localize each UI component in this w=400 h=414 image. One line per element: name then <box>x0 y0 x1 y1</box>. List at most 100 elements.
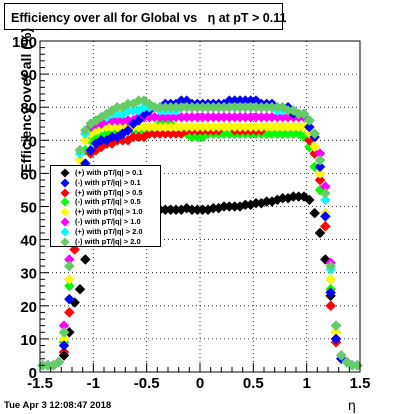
y-tick-label: 20 <box>20 299 37 316</box>
data-point <box>314 154 326 166</box>
y-tick-label: 30 <box>20 266 37 283</box>
series-7 <box>37 95 363 371</box>
data-point <box>314 174 326 186</box>
data-point <box>314 168 326 179</box>
data-point <box>319 211 331 222</box>
y-tick-label: 60 <box>20 166 37 183</box>
data-point <box>79 254 91 265</box>
x-tick-label: -1.5 <box>27 375 53 392</box>
x-tick-label: 0.5 <box>243 375 264 392</box>
data-point <box>79 134 91 146</box>
y-tick-label: 10 <box>20 332 37 349</box>
legend-marker-shape <box>60 197 70 207</box>
data-point <box>74 144 86 156</box>
legend-marker <box>60 168 70 178</box>
legend-entry: (+) with pT/|q| > 0.5 <box>51 187 161 198</box>
data-point <box>58 326 70 338</box>
legend-marker <box>60 227 70 237</box>
legend-entry: (-) with pT/|q| > 1.0 <box>51 217 161 227</box>
legend-marker-shape <box>60 237 70 247</box>
legend-label: (-) with pT/|q| > 0.5 <box>75 197 141 207</box>
y-tick-label: 70 <box>20 133 37 150</box>
data-point <box>330 333 342 345</box>
legend-marker <box>60 178 70 188</box>
data-point <box>319 221 331 232</box>
y-tick-label: 50 <box>20 200 37 217</box>
legend-marker <box>60 217 70 227</box>
data-point <box>63 293 75 305</box>
x-tick-label: 0 <box>196 375 204 392</box>
legend-marker-shape <box>60 207 70 217</box>
y-tick-label: 100 <box>12 34 37 51</box>
data-point <box>69 244 81 255</box>
y-tick-label: 0 <box>29 365 37 382</box>
data-point <box>341 356 353 368</box>
data-point <box>63 273 75 285</box>
legend-entry: (+) with pT/|q| > 1.0 <box>51 207 161 217</box>
data-point <box>122 125 134 136</box>
data-point <box>325 260 337 272</box>
legend-marker-shape <box>60 178 70 188</box>
data-point <box>319 194 331 206</box>
legend: (+) with pT/|q| > 0.1 (-) with pT/|q| > 0… <box>50 165 161 247</box>
legend-label: (-) with pT/|q| > 2.0 <box>75 236 141 246</box>
x-tick-label: 1 <box>302 375 310 392</box>
data-point <box>309 141 321 153</box>
data-point <box>303 194 315 206</box>
legend-entry: (-) with pT/|q| > 0.5 <box>51 197 161 207</box>
data-point <box>298 108 310 120</box>
legend-label: (+) with pT/|q| > 2.0 <box>75 226 143 236</box>
legend-marker-shape <box>60 168 70 178</box>
legend-entry: (+) with pT/|q| > 0.1 <box>51 168 161 178</box>
legend-entry: (-) with pT/|q| > 0.1 <box>51 177 161 188</box>
data-point <box>314 227 326 239</box>
x-tick-label: 1.5 <box>350 375 371 392</box>
data-point <box>277 101 289 113</box>
data-point <box>74 283 86 295</box>
x-tick-label: -0.5 <box>134 375 160 392</box>
legend-marker <box>60 207 70 217</box>
data-point <box>79 125 91 136</box>
data-point <box>58 350 70 361</box>
legend-entry: (-) with pT/|q| > 2.0 <box>51 236 161 247</box>
timestamp: Tue Apr 3 12:08:47 2018 <box>4 400 112 411</box>
x-tick-label: -1 <box>87 375 100 392</box>
legend-label: (+) with pT/|q| > 0.1 <box>75 168 143 177</box>
data-point <box>63 260 75 272</box>
data-point <box>53 356 65 368</box>
legend-marker <box>60 197 70 207</box>
data-point <box>303 115 315 126</box>
data-point <box>330 320 342 332</box>
data-point <box>63 307 75 318</box>
data-point <box>325 273 337 285</box>
legend-entry: (+) with pT/|q| > 2.0 <box>51 226 161 237</box>
data-point <box>325 287 337 298</box>
data-point <box>309 207 321 219</box>
chart-title-box: Efficiency over all for Global vs η at p… <box>4 3 287 30</box>
chart-title: Efficiency over all for Global vs η at p… <box>11 11 287 25</box>
y-tick-label: 40 <box>20 233 37 250</box>
legend-label: (-) with pT/|q| > 1.0 <box>75 217 141 226</box>
data-point <box>325 300 337 312</box>
data-point <box>58 340 70 351</box>
y-axis-title: Efficiency over all (%) <box>18 28 34 173</box>
data-point <box>309 128 321 140</box>
axis-ticks: 0 10 20 30 40 50 60 70 80 90 100 -1.5 -1 -0.5 0 0.5 1 1.5 <box>12 34 370 392</box>
y-tick-label: 90 <box>20 67 37 84</box>
data-point <box>335 350 347 361</box>
legend-marker <box>60 237 70 247</box>
x-axis-title: η <box>348 397 356 413</box>
legend-label: (-) with pT/|q| > 0.1 <box>75 177 141 187</box>
data-point <box>314 161 326 173</box>
y-tick-label: 80 <box>20 100 37 117</box>
legend-marker-shape <box>60 217 70 227</box>
data-point <box>293 128 305 140</box>
data-point <box>319 187 331 199</box>
legend-label: (+) with pT/|q| > 1.0 <box>75 207 143 217</box>
data-point <box>85 144 97 156</box>
legend-marker-shape <box>60 188 70 198</box>
legend-marker-shape <box>60 227 70 237</box>
legend-label: (+) with pT/|q| > 0.5 <box>75 187 143 197</box>
data-point <box>303 121 315 133</box>
data-point <box>133 115 145 126</box>
